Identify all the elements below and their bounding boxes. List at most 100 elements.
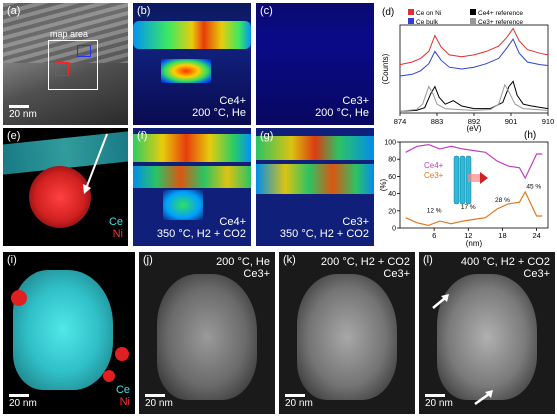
panel-j-caption: 200 °C, He Ce3+ [216,256,270,280]
x-tick-label: 18 [498,231,506,240]
x-tick-label: 12 [464,231,472,240]
species-label: Ce3+ [523,268,550,280]
spectra-svg: (d) (Counts) (eV) 874 883 892 901 910 Ce on Ni Ce… [381,7,555,133]
x-axis-label: (nm) [466,239,483,248]
legend-entry: Ce3+ reference [478,19,523,26]
panel-label-j: (j) [143,254,153,266]
panel-a-stem-image: map area (a) 20 nm [3,3,128,125]
ni-spot-2 [115,347,129,361]
x-tick-label: 883 [431,117,444,126]
legend-swatch [408,18,414,24]
scale-text: 20 nm [145,398,173,409]
map-area-label: map area [50,29,89,39]
panel-c-caption: Ce3+ 200 °C, He [315,95,369,119]
hot-spot [161,59,211,83]
panel-i-legend: Ce Ni [116,384,130,408]
panel-k-ce3-image: (k) 200 °C, H2 + CO2 Ce3+ 20 nm [279,252,415,414]
legend-swatch [470,9,476,15]
panel-b-ce4-map: (b) Ce4+ 200 °C, He [133,3,251,125]
ni-spot-3 [103,370,115,382]
condition-label: 200 °C, H2 + CO2 [320,256,410,268]
ce-particle [13,270,113,390]
panel-e-ce-ni-map: (e) Ce Ni [3,128,128,246]
ni-label: Ni [119,396,130,408]
nanorod-icon [459,155,466,205]
hot-band-2 [133,166,251,188]
y-tick-label: 100 [384,140,396,147]
species-label: Ce3+ [342,216,369,228]
panel-d-spectra-chart: (d) (Counts) (eV) 874 883 892 901 910 Ce on Ni Ce… [378,3,555,133]
x-tick-label: 24 [532,231,540,240]
scale-text: 20 nm [9,398,37,409]
panel-label-a: (a) [7,5,21,17]
panel-k-caption: 200 °C, H2 + CO2 Ce3+ [321,256,410,280]
legend-swatch [470,18,476,24]
panel-label-h: (h) [524,130,536,141]
hot-spot [163,190,203,220]
y-axis-label: (%) [379,178,388,191]
panel-l-ce3-image: (l) 400 °C, H2 + CO2 Ce3+ 20 nm [419,252,555,414]
profile-svg: (h) (%) (nm) 6 12 18 24 0 20 40 60 80 100 Ce4+Ce3+ 12 … [379,130,549,248]
series-line-2 [399,80,549,112]
panel-g-caption: Ce3+ 350 °C, H2 + CO2 [280,216,369,240]
condition-label: 350 °C, H2 + CO2 [156,228,246,240]
x-tick-label: 6 [432,231,436,240]
species-label: Ce4+ [219,95,246,107]
condition-label: 200 °C, He [192,107,246,119]
condition-label: 350 °C, H2 + CO2 [279,228,369,240]
y-tick-label: 0 [392,226,396,233]
hot-band-1 [256,136,374,160]
y-axis-label: (Counts) [381,53,390,84]
panel-h-profile-chart: (h) (%) (nm) 6 12 18 24 0 20 40 60 80 100 Ce4+ Ce3+ 12 … [378,128,555,248]
profile-region [468,174,480,182]
panel-j-ce3-image: (j) 200 °C, He Ce3+ 20 nm [139,252,275,414]
condition-label: 400 °C, H2 + CO2 [460,256,550,268]
x-tick-label: 910 [542,117,555,126]
scale-bar [9,394,29,397]
annotation: 17 % [461,204,476,211]
x-tick-label: 901 [505,117,518,126]
species-label: Ce4+ [219,216,246,228]
series-line-1 [405,190,543,227]
annotation: 12 % [427,208,442,215]
condition-label: 200 °C, He [315,107,369,119]
scale-bar [145,394,165,397]
hot-band-2 [256,164,374,194]
panel-g-ce3-map: (g) Ce3+ 350 °C, H2 + CO2 [256,128,374,246]
annotation: 28 % [495,197,510,204]
blue-roi-box [77,45,91,57]
scale-text: 20 nm [285,398,313,409]
panel-f-ce4-map: (f) Ce4+ 350 °C, H2 + CO2 [133,128,251,246]
series-line-0 [405,143,543,180]
particle [297,274,397,400]
x-axis-label: (eV) [466,124,481,133]
legend-entry: Ce4+ reference [478,10,523,17]
panel-l-caption: 400 °C, H2 + CO2 Ce3+ [461,256,550,280]
panel-label-d: (d) [382,7,394,18]
legend-entry: Ce4+ [424,161,444,170]
particle [157,274,257,400]
panel-f-caption: Ce4+ 350 °C, H2 + CO2 [157,216,246,240]
hot-band-1 [133,134,251,162]
y-tick-label: 40 [388,191,396,198]
ce-label: Ce [115,384,130,396]
legend-entry: Ce on Ni [416,10,441,17]
scale-bar [9,105,29,108]
scale-bar [285,394,305,397]
scale-text: 20 nm [425,398,453,409]
legend-swatch [408,9,414,15]
panel-label-b: (b) [137,5,151,17]
panel-label-i: (i) [7,254,17,266]
condition-label: 200 °C, He [216,256,270,268]
species-label: Ce3+ [342,95,369,107]
scale-text: 20 nm [9,109,37,120]
y-tick-label: 80 [388,157,396,164]
series-line-3 [399,83,549,112]
panel-e-legend: Ce Ni [109,216,123,240]
scale-bar [425,394,445,397]
panel-label-f: (f) [137,130,148,142]
ni-particle [29,166,91,228]
arrows [432,294,493,406]
panel-label-g: (g) [260,130,274,142]
species-label: Ce3+ [383,268,410,280]
